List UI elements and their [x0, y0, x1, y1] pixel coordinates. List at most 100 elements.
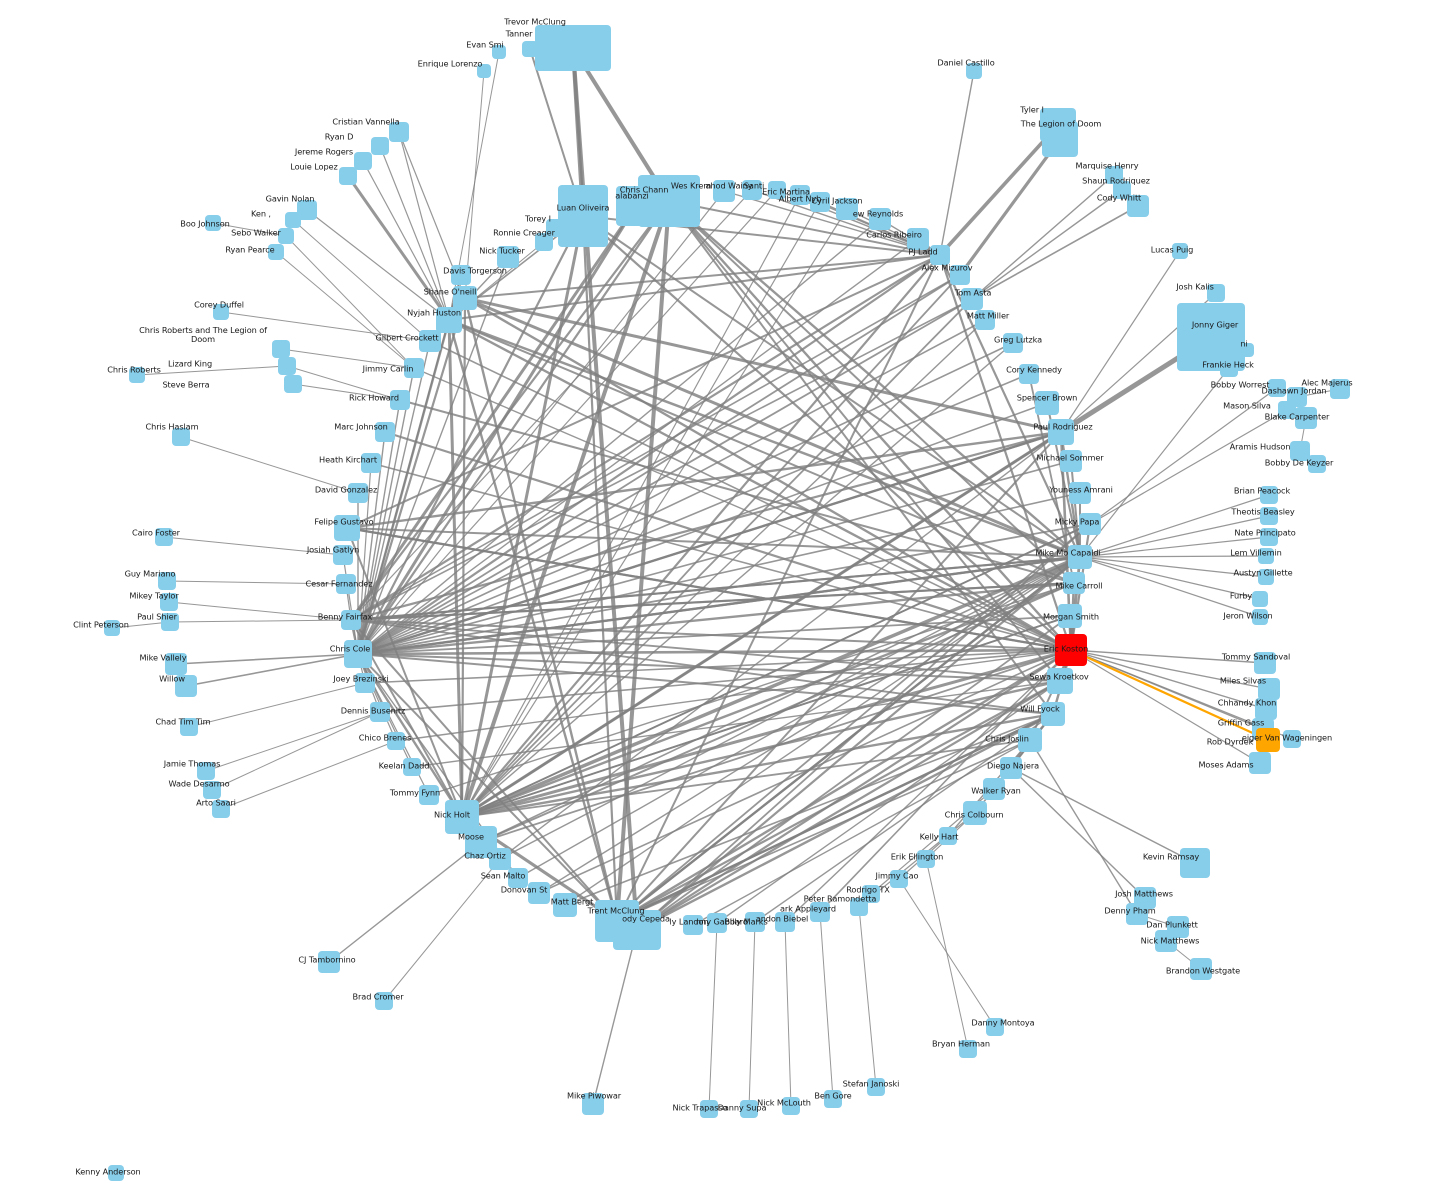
graph-node-nate-principato[interactable] — [1260, 528, 1278, 546]
graph-node-paul-shier[interactable] — [161, 613, 179, 631]
graph-node-davis-torgerson[interactable] — [451, 265, 471, 285]
graph-node-ronnie-creager[interactable] — [535, 233, 553, 251]
graph-node-diego-najera[interactable] — [1000, 757, 1022, 779]
graph-node-nyjah-huston[interactable] — [436, 307, 462, 333]
graph-node-mason-silva[interactable] — [1278, 401, 1296, 419]
graph-node-dalabanzi[interactable] — [616, 186, 656, 226]
graph-node-donovan-st[interactable] — [528, 882, 550, 904]
graph-node-albert-nyb[interactable] — [810, 192, 830, 212]
graph-node-joey-brezinski[interactable] — [355, 673, 375, 693]
graph-node-blake-carpenter[interactable] — [1295, 407, 1317, 429]
graph-node-paul-rodriguez[interactable] — [1048, 419, 1074, 445]
graph-node-bryan-herman[interactable] — [959, 1040, 977, 1058]
graph-node-cory-kennedy[interactable] — [1019, 364, 1039, 384]
graph-node-ben-gore[interactable] — [824, 1090, 842, 1108]
graph-node-kenny-anderson[interactable] — [108, 1165, 124, 1181]
graph-node-gavin-nolan[interactable] — [297, 200, 317, 220]
graph-node-danny-supa[interactable] — [740, 1100, 758, 1118]
graph-node-chico-brenes[interactable] — [387, 732, 405, 750]
graph-node-chris-roberts-legion[interactable] — [272, 340, 290, 358]
graph-node-nick-trapasso[interactable] — [700, 1100, 718, 1118]
graph-node-jimmy-cao[interactable] — [890, 870, 908, 888]
graph-node-daniel-castillo[interactable] — [966, 63, 982, 79]
graph-node-sebo-walker[interactable] — [278, 228, 294, 244]
graph-node-jeron-wilson[interactable] — [1252, 609, 1268, 625]
graph-node-miles-silvas[interactable] — [1258, 678, 1280, 700]
graph-node-bobby-worrest[interactable] — [1268, 379, 1286, 397]
graph-node-ryan-pearce[interactable] — [268, 244, 284, 260]
graph-node-frankie-heck[interactable] — [1220, 359, 1238, 377]
graph-node-corey-duffel[interactable] — [213, 304, 229, 320]
graph-node-jamie-thomas[interactable] — [197, 762, 215, 780]
graph-node-willow[interactable] — [175, 675, 197, 697]
graph-node-trevor-mcclung[interactable] — [535, 25, 611, 71]
graph-node-matt-bergt[interactable] — [553, 893, 577, 917]
graph-node-eric-koston[interactable] — [1055, 634, 1087, 666]
graph-node-cesar-fernandez[interactable] — [336, 574, 356, 594]
graph-node-clint-peterson[interactable] — [104, 620, 120, 636]
graph-node-gilbert-crockett[interactable] — [419, 330, 441, 352]
graph-node-matt-miller[interactable] — [975, 310, 995, 330]
graph-node-rick-howard[interactable] — [390, 390, 410, 410]
graph-node-tom-asta[interactable] — [961, 288, 983, 310]
graph-node-cody-whitt[interactable] — [1127, 195, 1149, 217]
graph-node-cristian-vannella[interactable] — [389, 122, 409, 142]
graph-node-furby[interactable] — [1252, 591, 1268, 607]
graph-node-mikey-taylor[interactable] — [160, 593, 178, 611]
graph-node-lucas-puig[interactable] — [1172, 243, 1188, 259]
graph-node-rob-dyrdek[interactable] — [1256, 728, 1280, 752]
graph-node-arto-saari[interactable] — [212, 800, 230, 818]
graph-node-shaun-rodriquez[interactable] — [1113, 181, 1131, 199]
graph-node-mike-vallely[interactable] — [165, 653, 187, 675]
graph-node-felipe-gustavo[interactable] — [334, 515, 360, 541]
graph-node-youness-amrani[interactable] — [1069, 482, 1091, 504]
graph-node-lem-villemin[interactable] — [1258, 548, 1274, 564]
graph-node-danny-montoya[interactable] — [986, 1018, 1004, 1036]
graph-node-austyn-gillette[interactable] — [1258, 569, 1274, 585]
graph-node-carlos-ribeiro[interactable] — [907, 228, 929, 250]
graph-node-enrique-lorenzo[interactable] — [477, 64, 491, 78]
graph-node-legion-of-doom[interactable] — [1042, 121, 1078, 157]
graph-node-david-gonzalez[interactable] — [348, 483, 368, 503]
graph-node-louie-lopez[interactable] — [339, 167, 357, 185]
graph-node-ken[interactable] — [285, 212, 301, 228]
graph-node-brad-cromer[interactable] — [375, 992, 393, 1010]
graph-node-kelly-hart[interactable] — [939, 827, 957, 845]
graph-node-erik-ellington[interactable] — [917, 850, 935, 868]
graph-node-heath-kirchart[interactable] — [361, 453, 381, 473]
graph-node-tommy-sandoval[interactable] — [1254, 652, 1276, 674]
graph-node-chris-cole[interactable] — [344, 640, 372, 668]
graph-node-dennis-busenitz[interactable] — [370, 702, 390, 722]
graph-node-eric-martina[interactable] — [790, 185, 810, 205]
graph-node-jimmy-carlin[interactable] — [404, 358, 424, 378]
graph-node-chaz-ortiz[interactable] — [489, 848, 511, 870]
graph-node-tanner[interactable] — [522, 41, 538, 57]
graph-node-brian-peacock[interactable] — [1260, 486, 1278, 504]
graph-node-brandon-westgate[interactable] — [1190, 958, 1212, 980]
graph-node-billy-marks[interactable] — [745, 912, 765, 932]
graph-node-cyril-jackson[interactable] — [836, 198, 858, 220]
graph-node-keelan-dadd[interactable] — [403, 758, 421, 776]
graph-node-ni-node[interactable] — [1240, 343, 1254, 357]
graph-node-wes-kremer[interactable] — [713, 180, 735, 202]
graph-node-kevin-ramsay[interactable] — [1180, 848, 1210, 878]
graph-node-guy-mariano[interactable] — [158, 572, 176, 590]
graph-node-denny-pham[interactable] — [1126, 903, 1148, 925]
graph-node-peter-ramondetta[interactable] — [850, 898, 868, 916]
graph-node-spencer-brown[interactable] — [1035, 391, 1059, 415]
graph-node-greg-lutzka[interactable] — [1003, 333, 1023, 353]
graph-node-walker-ryan[interactable] — [983, 778, 1005, 800]
graph-node-alex-mizurov[interactable] — [950, 265, 970, 285]
graph-node-micky-papa[interactable] — [1079, 513, 1101, 535]
graph-node-lizard-king[interactable] — [278, 357, 296, 375]
graph-node-marquise-henry[interactable] — [1105, 166, 1123, 184]
graph-node-stefan-janoski[interactable] — [867, 1078, 885, 1096]
graph-node-shane-oneill[interactable] — [453, 286, 477, 310]
graph-node-danny-gabbard[interactable] — [707, 913, 727, 933]
graph-node-drew-reynolds[interactable] — [869, 208, 891, 230]
graph-node-mike-carroll[interactable] — [1063, 572, 1085, 594]
graph-node-wade-desarmo[interactable] — [203, 781, 221, 799]
graph-node-boo-johnson[interactable] — [205, 215, 221, 231]
graph-node-chris-haslam[interactable] — [172, 428, 190, 446]
graph-node-santi[interactable] — [768, 181, 786, 199]
